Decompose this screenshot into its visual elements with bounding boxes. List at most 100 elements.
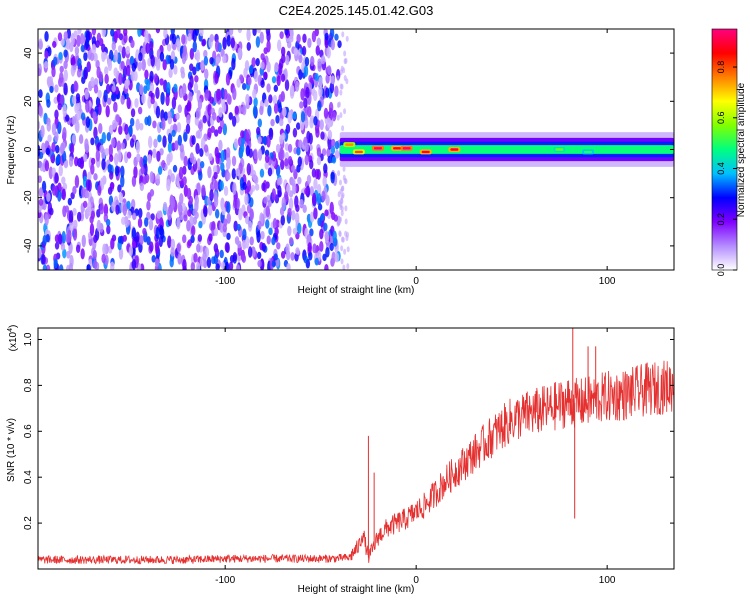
noise-cell bbox=[210, 125, 216, 134]
noise-cell bbox=[102, 51, 108, 60]
noise-cell bbox=[52, 40, 57, 48]
noise-cell bbox=[203, 205, 208, 218]
noise-cell bbox=[102, 243, 107, 256]
signal-peak bbox=[450, 148, 459, 151]
snr-x-tick-label: -100 bbox=[215, 575, 235, 586]
noise-cell bbox=[251, 57, 256, 68]
noise-cell bbox=[96, 32, 102, 43]
noise-cell bbox=[165, 93, 170, 107]
noise-cell bbox=[182, 176, 187, 186]
noise-cell bbox=[128, 125, 133, 135]
noise-cell bbox=[38, 144, 41, 157]
noise-cell bbox=[61, 176, 66, 185]
noise-cell bbox=[294, 252, 299, 262]
noise-cell bbox=[149, 241, 154, 253]
noise-cell bbox=[324, 32, 329, 41]
noise-cell bbox=[333, 214, 338, 222]
noise-cell bbox=[233, 138, 239, 149]
noise-cell bbox=[76, 110, 81, 121]
noise-cell bbox=[202, 115, 207, 124]
noise-cell bbox=[108, 144, 113, 158]
noise-cell bbox=[273, 103, 279, 114]
noise-cell bbox=[48, 76, 54, 84]
noise-cell bbox=[135, 140, 141, 154]
noise-cell bbox=[51, 122, 57, 136]
noise-cell bbox=[57, 121, 62, 135]
noise-cell bbox=[303, 97, 308, 109]
noise-cell bbox=[252, 88, 257, 99]
noise-cell bbox=[315, 128, 320, 138]
noise-cell bbox=[192, 40, 197, 53]
noise-cell bbox=[108, 154, 114, 163]
noise-cell bbox=[96, 208, 101, 218]
noise-cell bbox=[145, 42, 150, 55]
noise-cell bbox=[312, 89, 318, 102]
noise-cell bbox=[156, 210, 162, 220]
noise-cell bbox=[299, 198, 304, 207]
noise-cell bbox=[57, 189, 62, 202]
noise-cell bbox=[241, 254, 247, 263]
noise-cell bbox=[341, 31, 345, 38]
noise-cell bbox=[319, 241, 324, 252]
noise-cell bbox=[291, 178, 296, 187]
noise-cell bbox=[306, 174, 312, 185]
noise-cell bbox=[311, 30, 317, 43]
noise-cell bbox=[203, 56, 209, 66]
noise-cell bbox=[131, 240, 137, 249]
noise-cell bbox=[108, 49, 114, 62]
noise-cell bbox=[110, 93, 116, 102]
noise-cell bbox=[215, 263, 220, 270]
noise-cell bbox=[187, 209, 192, 217]
noise-cell bbox=[49, 85, 54, 94]
colorbar-tick-label: 0.2 bbox=[716, 213, 726, 226]
noise-cell bbox=[307, 242, 312, 253]
noise-cell bbox=[197, 98, 203, 110]
noise-cell bbox=[111, 137, 116, 148]
noise-cell bbox=[334, 33, 339, 41]
noise-cell bbox=[218, 139, 223, 152]
noise-cell bbox=[110, 237, 115, 250]
noise-cell bbox=[231, 168, 237, 180]
noise-cell bbox=[151, 254, 156, 263]
noise-cell bbox=[131, 62, 137, 72]
noise-cell bbox=[66, 250, 71, 259]
noise-cell bbox=[329, 201, 334, 215]
noise-cell bbox=[325, 194, 330, 206]
signal-peak bbox=[354, 150, 363, 154]
noise-cell bbox=[297, 176, 302, 185]
noise-cell bbox=[253, 175, 259, 185]
noise-cell bbox=[271, 76, 277, 84]
noise-cell bbox=[74, 46, 80, 56]
noise-cell bbox=[248, 65, 254, 75]
noise-cell bbox=[120, 94, 125, 105]
noise-cell bbox=[139, 84, 144, 96]
spectrogram-y-tick-label: -40 bbox=[23, 238, 34, 253]
noise-cell bbox=[278, 94, 283, 103]
snr-frame bbox=[37, 327, 675, 570]
noise-cell bbox=[253, 97, 258, 108]
noise-cell bbox=[332, 230, 337, 242]
noise-cell bbox=[336, 75, 340, 82]
noise-cell bbox=[61, 230, 66, 244]
noise-cell bbox=[344, 205, 348, 212]
noise-cell bbox=[176, 122, 182, 133]
noise-cell bbox=[87, 171, 92, 181]
noise-cell bbox=[159, 51, 165, 62]
snr-axes: -100 0 100 0.2 0.4 0.6 0.8 1.0 bbox=[23, 328, 674, 586]
noise-cell bbox=[38, 198, 44, 206]
noise-cell bbox=[339, 83, 343, 90]
noise-cell bbox=[339, 216, 343, 223]
noise-cell bbox=[114, 165, 120, 177]
noise-cell bbox=[280, 148, 285, 161]
noise-cell bbox=[314, 73, 319, 82]
noise-cell bbox=[142, 176, 147, 185]
noise-cell bbox=[344, 218, 348, 225]
noise-cell bbox=[285, 54, 290, 66]
noise-cell bbox=[236, 223, 241, 231]
noise-cell bbox=[326, 147, 331, 158]
noise-cell bbox=[68, 262, 74, 270]
noise-cell bbox=[38, 67, 42, 77]
signal-peak bbox=[421, 150, 430, 154]
noise-cell bbox=[137, 29, 142, 38]
noise-cell bbox=[245, 215, 250, 225]
